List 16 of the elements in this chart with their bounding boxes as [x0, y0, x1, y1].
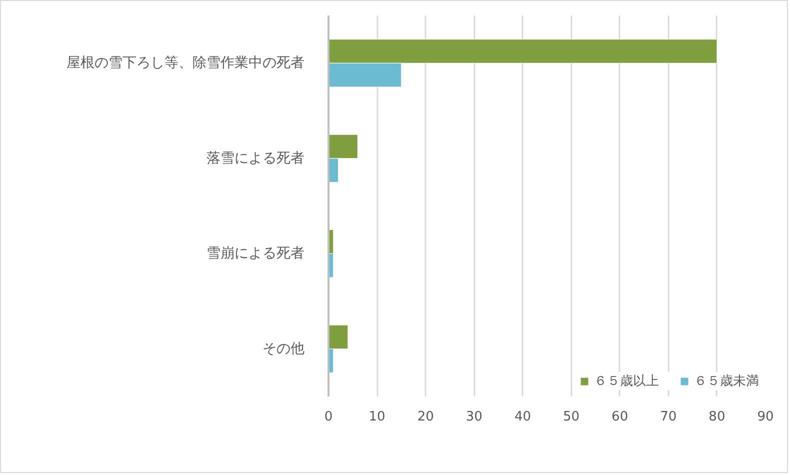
- x-tick-label: 90: [757, 410, 774, 424]
- x-tick-label: 20: [417, 410, 434, 424]
- y-tick-label: その他: [262, 340, 304, 357]
- legend-label: ６５歳未満: [694, 373, 759, 390]
- legend-label: ６５歳以上: [594, 373, 659, 390]
- x-tick-label: 60: [612, 410, 628, 424]
- x-tick-label: 80: [708, 410, 726, 424]
- x-tick-label: 40: [514, 410, 531, 424]
- x-tick-label: 0: [324, 410, 333, 424]
- y-tick-label: 屋根の雪下ろし等、除雪作業中の死者: [66, 55, 304, 72]
- y-tick-label: 雪崩による死者: [206, 246, 304, 262]
- x-tick-label: 70: [660, 410, 677, 424]
- y-tick-label: 落雪による死者: [206, 150, 304, 166]
- x-tick-label: 30: [466, 410, 482, 424]
- x-tick-label: 10: [368, 410, 386, 424]
- x-tick-label: 50: [563, 410, 580, 424]
